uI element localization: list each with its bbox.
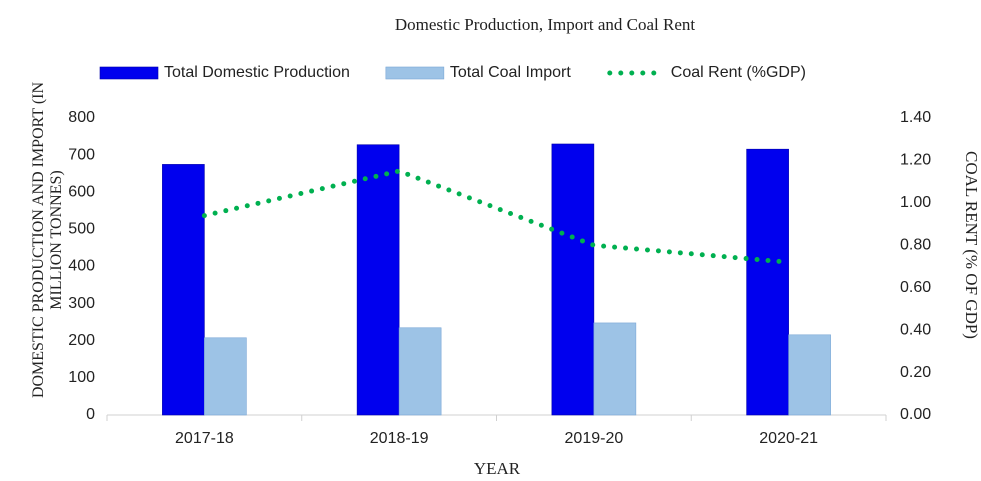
legend-label: Coal Rent (%GDP) bbox=[671, 64, 806, 81]
y2-tick-label: 1.40 bbox=[900, 109, 931, 126]
y-tick-label: 800 bbox=[68, 109, 95, 126]
y-tick-label: 100 bbox=[68, 369, 95, 386]
line-series bbox=[201, 168, 792, 265]
y-tick-label: 500 bbox=[68, 221, 95, 238]
y2-tick-label: 1.00 bbox=[900, 194, 931, 211]
y-tick-label: 0 bbox=[86, 406, 95, 423]
y2-tick-label: 0.80 bbox=[900, 237, 931, 254]
bar bbox=[746, 148, 789, 416]
y-axis-title: DOMESTIC PRODUCTION AND IMPORT (IN MILLI… bbox=[30, 81, 65, 399]
y2-tick-label: 0.00 bbox=[900, 406, 931, 423]
legend-label: Total Domestic Production bbox=[164, 64, 350, 81]
y2-tick-label: 0.40 bbox=[900, 321, 931, 338]
bar bbox=[162, 164, 205, 416]
x-tick-label: 2019-20 bbox=[565, 430, 624, 447]
y-axis-title-box: DOMESTIC PRODUCTION AND IMPORT (IN MILLI… bbox=[30, 81, 65, 399]
y-tick-label: 300 bbox=[68, 295, 95, 312]
x-tick-label: 2018-19 bbox=[370, 430, 429, 447]
bar bbox=[593, 322, 637, 416]
legend-label: Total Coal Import bbox=[450, 64, 571, 81]
y2-tick-label: 1.20 bbox=[900, 152, 931, 169]
y2-tick-label: 0.60 bbox=[900, 279, 931, 296]
chart-title: Domestic Production, Import and Coal Ren… bbox=[395, 15, 696, 34]
bar bbox=[204, 337, 247, 416]
y2-tick-label: 0.20 bbox=[900, 364, 931, 381]
legend-swatch bbox=[385, 66, 445, 80]
x-tick-label: 2020-21 bbox=[759, 430, 818, 447]
x-tick-label: 2017-18 bbox=[175, 430, 234, 447]
y-tick-label: 200 bbox=[68, 332, 95, 349]
x-axis-title: YEAR bbox=[474, 459, 521, 478]
y2-axis-title: COAL RENT (% OF GDP) bbox=[962, 151, 981, 339]
y-tick-label: 400 bbox=[68, 258, 95, 275]
bar bbox=[551, 143, 595, 416]
y-tick-label: 700 bbox=[68, 146, 95, 163]
bar bbox=[356, 144, 400, 416]
bar bbox=[398, 327, 442, 416]
y-tick-label: 600 bbox=[68, 183, 95, 200]
legend-swatch bbox=[99, 66, 159, 80]
bar bbox=[788, 334, 831, 416]
